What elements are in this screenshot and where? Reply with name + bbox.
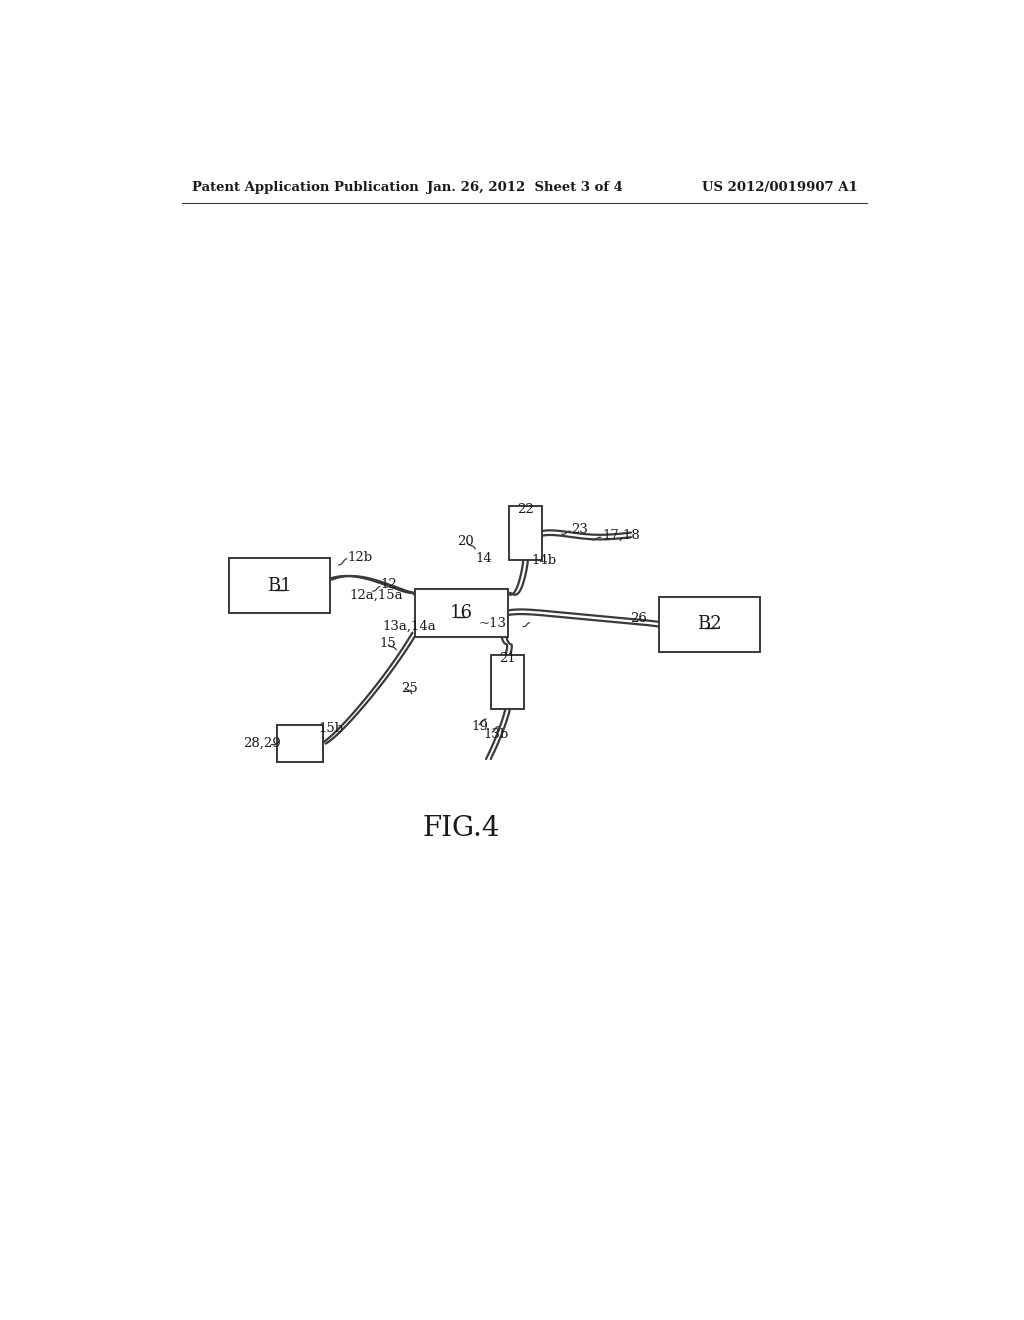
Text: US 2012/0019907 A1: US 2012/0019907 A1 bbox=[702, 181, 858, 194]
Text: FIG.4: FIG.4 bbox=[423, 814, 500, 842]
Text: 25: 25 bbox=[400, 681, 418, 694]
Text: Jan. 26, 2012  Sheet 3 of 4: Jan. 26, 2012 Sheet 3 of 4 bbox=[427, 181, 623, 194]
Text: 12: 12 bbox=[381, 578, 397, 591]
Bar bbox=[415, 589, 508, 636]
Bar bbox=[658, 597, 760, 652]
Text: B2: B2 bbox=[697, 615, 722, 634]
Text: 23: 23 bbox=[571, 523, 588, 536]
Text: ~13: ~13 bbox=[478, 616, 506, 630]
Text: 12b: 12b bbox=[347, 550, 373, 564]
Text: 17,18: 17,18 bbox=[602, 529, 640, 543]
Bar bbox=[228, 558, 330, 614]
Text: 15b: 15b bbox=[318, 722, 344, 735]
Text: 15: 15 bbox=[380, 638, 396, 649]
Bar bbox=[276, 725, 324, 762]
Text: 19: 19 bbox=[471, 721, 488, 733]
Text: 13b: 13b bbox=[483, 727, 508, 741]
Text: 14b: 14b bbox=[531, 554, 556, 566]
Bar bbox=[509, 507, 542, 560]
Text: 16: 16 bbox=[450, 603, 473, 622]
Text: 28,29: 28,29 bbox=[243, 737, 281, 750]
Text: 21: 21 bbox=[500, 652, 516, 665]
Text: 22: 22 bbox=[517, 503, 534, 516]
Text: Patent Application Publication: Patent Application Publication bbox=[191, 181, 418, 194]
Text: B1: B1 bbox=[266, 577, 292, 595]
Text: 14: 14 bbox=[475, 552, 492, 565]
Text: 20: 20 bbox=[458, 536, 474, 548]
Bar bbox=[492, 655, 524, 709]
Text: 13a,14a: 13a,14a bbox=[382, 620, 436, 634]
Text: 12a,15a: 12a,15a bbox=[349, 589, 403, 602]
Text: 26: 26 bbox=[630, 611, 647, 624]
